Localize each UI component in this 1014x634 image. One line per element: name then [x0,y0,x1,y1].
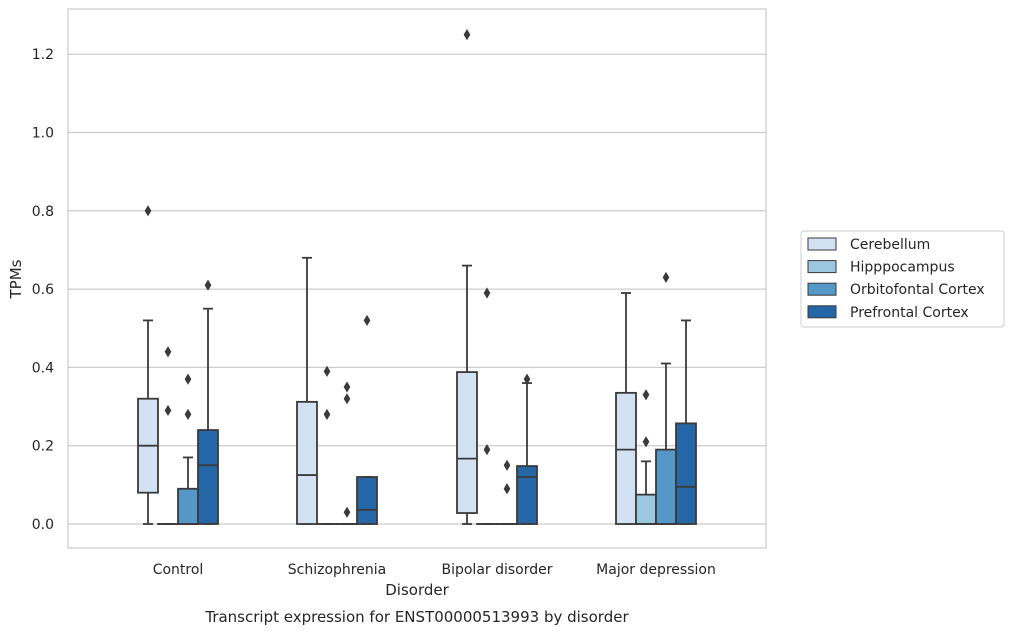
legend-label: Cerebellum [850,237,930,253]
legend-entry: Cerebellum [807,237,930,253]
legend-label: Orbitofontal Cortex [850,282,985,298]
outlier-point [204,279,212,291]
legend-entry: Hipppocampus [807,260,955,276]
outlier-point [483,444,491,456]
y-tick-label: 0.8 [32,204,54,220]
legend-swatch [807,260,837,274]
iqr-box [356,476,378,525]
iqr-box [615,391,637,525]
iqr-box [296,400,318,525]
y-tick-label: 1.0 [32,126,54,142]
series-cerebellum [137,29,637,525]
outlier-point [523,373,531,385]
outlier-point [164,346,172,358]
outlier-point [483,287,491,299]
outlier-point [323,408,331,420]
legend-swatch [807,305,837,319]
iqr-box [177,487,199,525]
box [157,346,179,525]
outlier-point [503,459,511,471]
x-axis-ticks: Control Schizophrenia Bipolar disorder Majo… [153,562,716,578]
y-tick-label: 0.6 [32,282,54,298]
outlier-point [363,314,371,327]
outlier-point [343,393,351,405]
x-axis-title: Disorder [385,581,449,599]
legend-entry: Prefrontal Cortex [807,305,969,321]
x-tick-label: Schizophrenia [288,562,386,578]
iqr-box [675,422,697,525]
box [356,314,378,525]
box [456,29,478,525]
box [296,256,318,525]
y-tick-label: 0.0 [32,517,54,533]
outlier-point [184,408,192,420]
outlier-point [323,365,331,377]
outlier-point [343,381,351,393]
iqr-box [655,448,677,525]
box [496,459,518,525]
outlier-point [184,373,192,385]
outlier-point [642,436,650,448]
box [336,381,358,525]
y-axis-ticks: 0.0 0.2 0.4 0.6 0.8 1.0 1.2 [32,47,54,533]
series-orbitofontal-cortex [177,271,677,525]
legend-frame [800,230,1005,328]
y-tick-label: 0.2 [32,439,54,455]
outlier-point [642,389,650,401]
legend-swatch [807,237,837,251]
outlier-point [503,483,511,495]
y-tick-label: 0.4 [32,360,54,376]
box [655,271,677,525]
outlier-point [144,205,152,217]
iqr-box [197,429,219,525]
box [177,373,199,525]
iqr-box [635,493,657,525]
legend-label: Prefrontal Cortex [850,305,969,321]
outlier-point [343,506,351,518]
legend-swatch [807,282,837,296]
box [476,287,498,525]
series-prefrontal-cortex [197,279,697,525]
box [635,389,657,525]
x-tick-label: Bipolar disorder [441,562,552,578]
box [675,319,697,525]
series-hipppocampus [157,287,657,525]
legend: Cerebellum Hipppocampus Orbitofontal Corte… [800,230,1005,328]
legend-entry: Orbitofontal Cortex [807,282,985,298]
y-tick-label: 1.2 [32,47,54,63]
outlier-point [164,404,172,417]
y-gridlines [68,53,766,525]
box [516,373,538,525]
iqr-box [456,371,478,514]
box [197,279,219,525]
y-axis-title: TPMs [7,259,25,299]
outlier-point [463,29,471,41]
x-tick-label: Major depression [596,562,716,578]
legend-label: Hipppocampus [850,260,955,276]
box [137,205,159,525]
box-plot-series [137,29,697,525]
outlier-point [662,271,670,283]
box [615,292,637,525]
x-tick-label: Control [153,562,204,578]
chart-caption: Transcript expression for ENST0000051399… [204,608,629,626]
box [316,365,338,525]
iqr-box [516,465,538,525]
plot-area-frame [67,8,767,549]
